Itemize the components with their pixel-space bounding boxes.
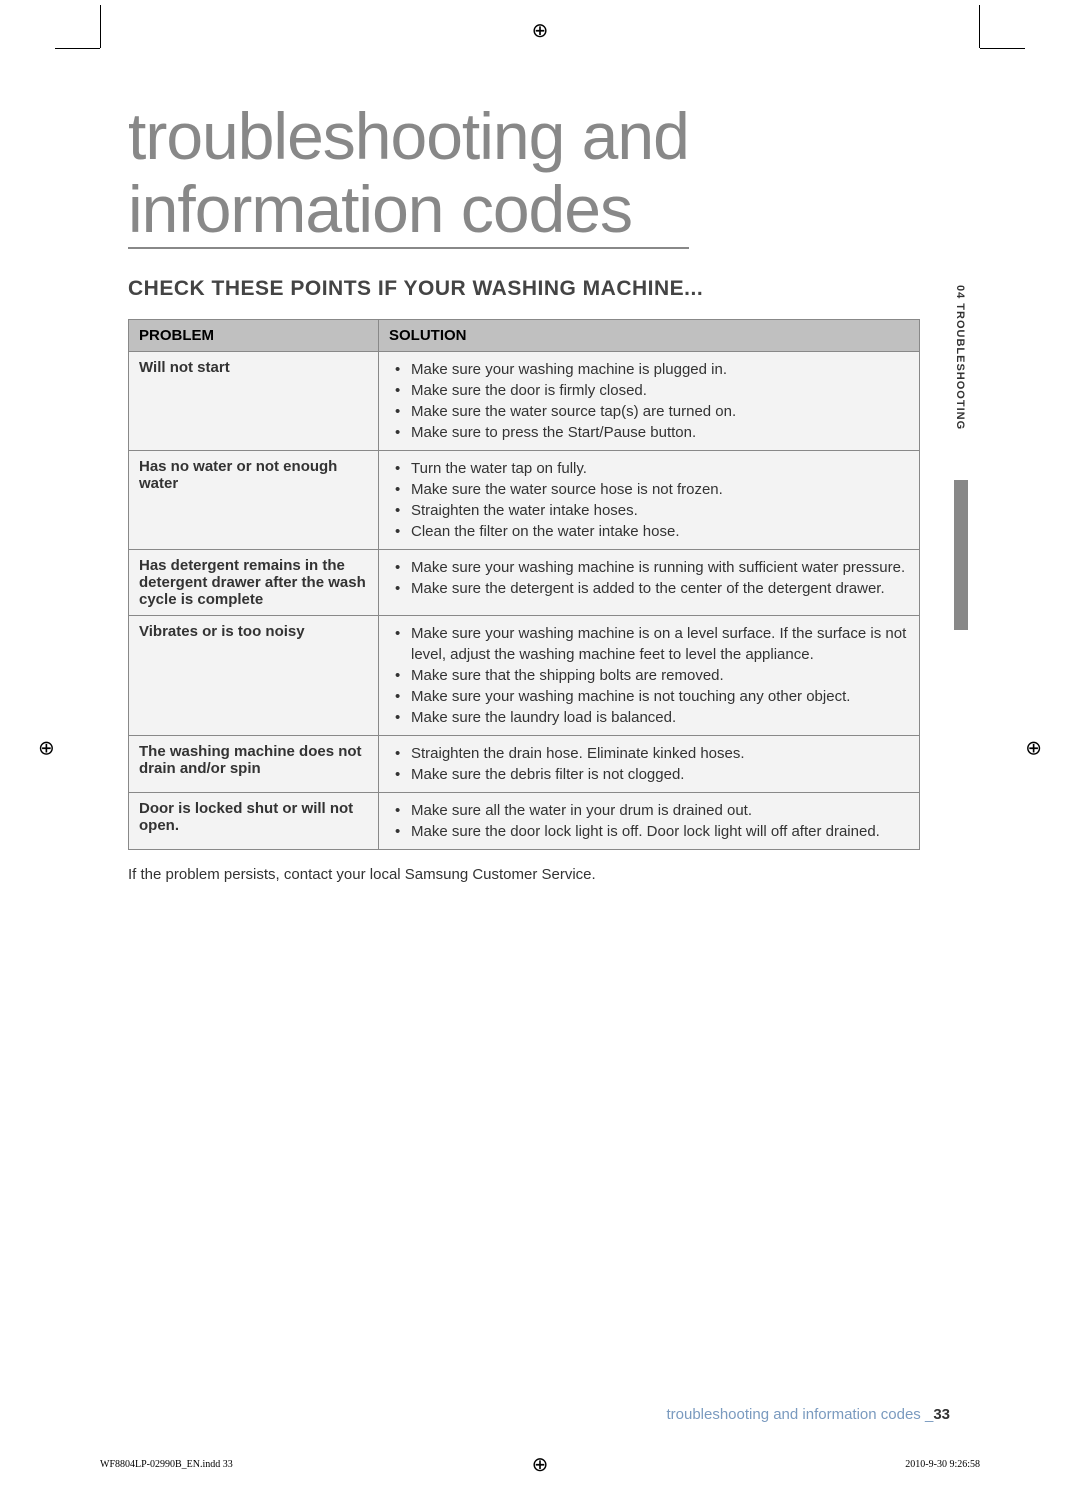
troubleshooting-table: PROBLEM SOLUTION Will not start Make sure… xyxy=(128,319,920,850)
solution-item: Clean the filter on the water intake hos… xyxy=(389,521,909,542)
problem-cell: Has detergent remains in the detergent d… xyxy=(129,550,379,616)
table-row: Door is locked shut or will not open. Mak… xyxy=(129,793,920,850)
problem-cell: Will not start xyxy=(129,352,379,451)
solution-item: Make sure your washing machine is not to… xyxy=(389,686,909,707)
table-header-row: PROBLEM SOLUTION xyxy=(129,320,920,352)
crop-mark-top-icon: ⊕ xyxy=(532,18,549,43)
solution-item: Straighten the drain hose. Eliminate kin… xyxy=(389,743,909,764)
solution-item: Make sure that the shipping bolts are re… xyxy=(389,665,909,686)
solution-list: Make sure your washing machine is plugge… xyxy=(389,359,909,443)
print-info-right: 2010-9-30 9:26:58 xyxy=(905,1459,980,1470)
crop-mark-right-icon: ⊕ xyxy=(1025,735,1042,760)
footer-text: troubleshooting and information codes _ xyxy=(666,1406,933,1423)
solution-item: Make sure the detergent is added to the … xyxy=(389,578,909,599)
solution-cell: Straighten the drain hose. Eliminate kin… xyxy=(379,736,920,793)
solution-item: Make sure your washing machine is plugge… xyxy=(389,359,909,380)
side-tab-bar xyxy=(954,480,968,630)
table-row: Has detergent remains in the detergent d… xyxy=(129,550,920,616)
crop-line xyxy=(979,5,980,48)
crop-line xyxy=(55,48,100,49)
solution-item: Make sure your washing machine is on a l… xyxy=(389,623,909,665)
solution-item: Make sure the water source hose is not f… xyxy=(389,479,909,500)
problem-cell: Vibrates or is too noisy xyxy=(129,616,379,736)
title-line-1: troubleshooting and xyxy=(128,99,689,173)
solution-item: Make sure the door is firmly closed. xyxy=(389,380,909,401)
print-info-left: WF8804LP-02990B_EN.indd 33 xyxy=(100,1459,233,1470)
solution-header: SOLUTION xyxy=(379,320,920,352)
title-line-2: information codes xyxy=(128,172,632,246)
table-body: Will not start Make sure your washing mac… xyxy=(129,352,920,850)
problem-cell: The washing machine does not drain and/o… xyxy=(129,736,379,793)
solution-item: Make sure the water source tap(s) are tu… xyxy=(389,401,909,422)
solution-item: Straighten the water intake hoses. xyxy=(389,500,909,521)
solution-item: Make sure the debris filter is not clogg… xyxy=(389,764,909,785)
solution-list: Make sure your washing machine is on a l… xyxy=(389,623,909,728)
solution-item: Make sure the laundry load is balanced. xyxy=(389,707,909,728)
solution-list: Make sure all the water in your drum is … xyxy=(389,800,909,842)
problem-cell: Has no water or not enough water xyxy=(129,451,379,550)
side-tab: 04 TROUBLESHOOTING xyxy=(954,285,976,655)
section-heading: CHECK THESE POINTS IF YOUR WASHING MACHI… xyxy=(128,277,952,301)
solution-list: Turn the water tap on fully.Make sure th… xyxy=(389,458,909,542)
crop-line xyxy=(980,48,1025,49)
table-row: Has no water or not enough waterTurn the… xyxy=(129,451,920,550)
solution-item: Make sure all the water in your drum is … xyxy=(389,800,909,821)
solution-cell: Turn the water tap on fully.Make sure th… xyxy=(379,451,920,550)
problem-cell: Door is locked shut or will not open. xyxy=(129,793,379,850)
crop-mark-bottom-icon: ⊕ xyxy=(532,1452,549,1477)
solution-cell: Make sure your washing machine is runnin… xyxy=(379,550,920,616)
table-row: Will not start Make sure your washing mac… xyxy=(129,352,920,451)
solution-list: Make sure your washing machine is runnin… xyxy=(389,557,909,599)
crop-line xyxy=(100,5,101,48)
solution-item: Make sure to press the Start/Pause butto… xyxy=(389,422,909,443)
side-tab-label: 04 TROUBLESHOOTING xyxy=(954,285,966,430)
solution-item: Turn the water tap on fully. xyxy=(389,458,909,479)
page-content: troubleshooting and information codes CH… xyxy=(128,100,952,883)
page-footer: troubleshooting and information codes _3… xyxy=(666,1406,950,1423)
solution-cell: Make sure your washing machine is plugge… xyxy=(379,352,920,451)
footnote-text: If the problem persists, contact your lo… xyxy=(128,866,952,883)
solution-cell: Make sure your washing machine is on a l… xyxy=(379,616,920,736)
table-row: The washing machine does not drain and/o… xyxy=(129,736,920,793)
crop-mark-left-icon: ⊕ xyxy=(38,735,55,760)
solution-cell: Make sure all the water in your drum is … xyxy=(379,793,920,850)
page-title: troubleshooting and information codes xyxy=(128,100,689,249)
solution-list: Straighten the drain hose. Eliminate kin… xyxy=(389,743,909,785)
problem-header: PROBLEM xyxy=(129,320,379,352)
table-row: Vibrates or is too noisyMake sure your w… xyxy=(129,616,920,736)
page-number: 33 xyxy=(933,1406,950,1423)
solution-item: Make sure your washing machine is runnin… xyxy=(389,557,909,578)
solution-item: Make sure the door lock light is off. Do… xyxy=(389,821,909,842)
